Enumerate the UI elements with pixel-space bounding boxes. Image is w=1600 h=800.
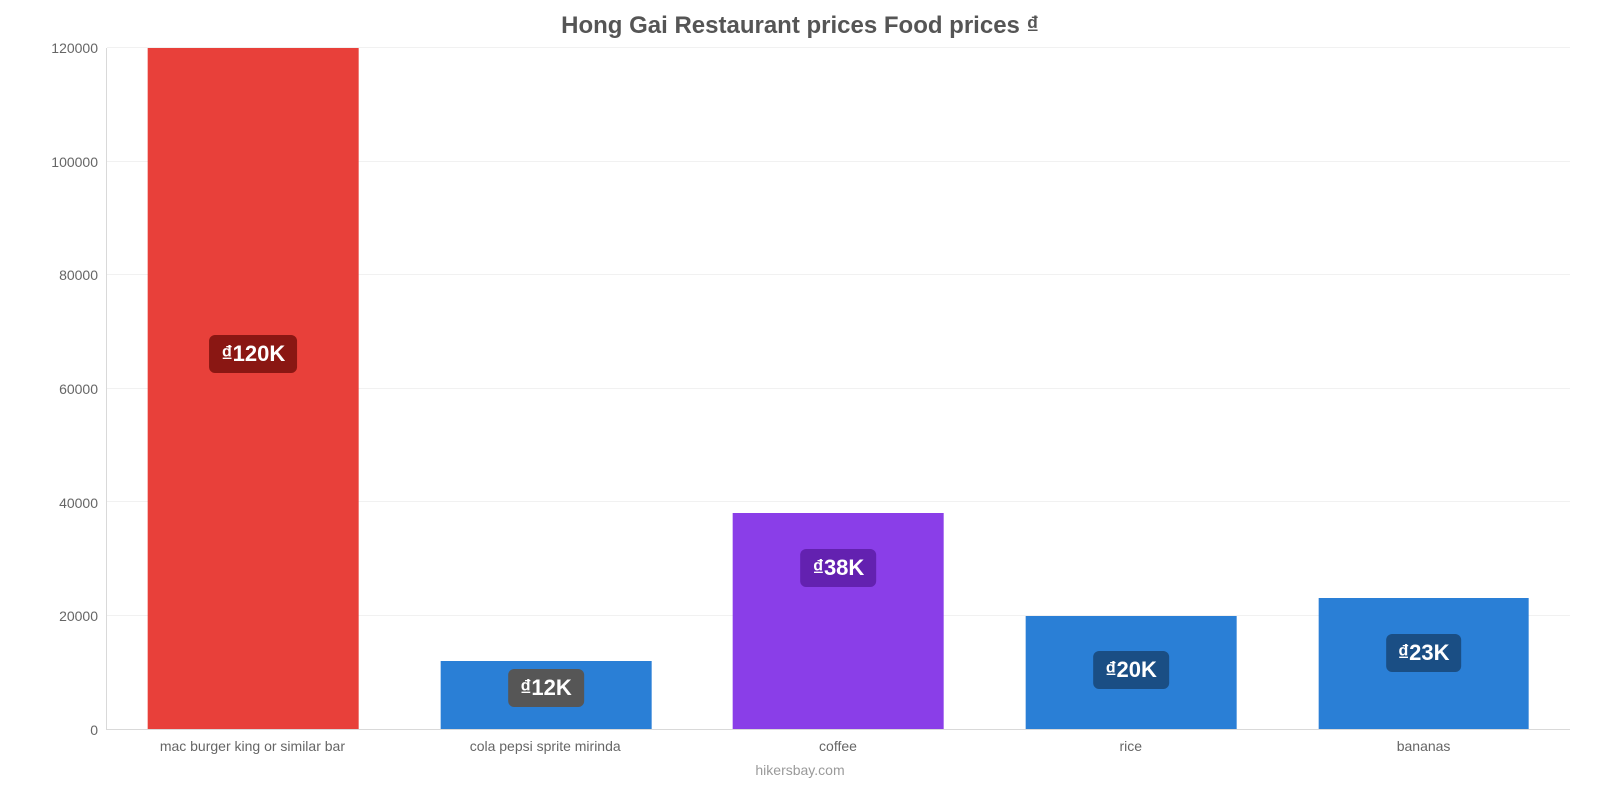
bar-slot: ₫23K [1277, 48, 1570, 729]
value-badge: ₫120K [209, 335, 297, 373]
x-axis-labels: mac burger king or similar bar cola peps… [106, 738, 1570, 754]
value-badge: ₫20K [1093, 651, 1169, 689]
bars-container: ₫120K ₫12K ₫38K ₫20K ₫23K [107, 48, 1570, 729]
chart-area: 0 20000 40000 60000 80000 100000 120000 … [50, 48, 1570, 730]
chart-title: Hong Gai Restaurant prices Food prices ₫ [0, 0, 1600, 40]
bar-slot: ₫38K [692, 48, 985, 729]
y-tick: 60000 [59, 381, 98, 397]
plot-area: ₫120K ₫12K ₫38K ₫20K ₫23K [106, 48, 1570, 730]
y-tick: 40000 [59, 495, 98, 511]
y-tick: 80000 [59, 267, 98, 283]
bar [148, 48, 359, 729]
bar-slot: ₫120K [107, 48, 400, 729]
x-label: mac burger king or similar bar [106, 738, 399, 754]
value-badge: ₫23K [1386, 634, 1462, 672]
x-label: cola pepsi sprite mirinda [399, 738, 692, 754]
y-axis: 0 20000 40000 60000 80000 100000 120000 [50, 48, 106, 730]
bar [733, 513, 944, 729]
y-tick: 0 [90, 722, 98, 738]
bar-slot: ₫20K [985, 48, 1278, 729]
value-badge: ₫12K [508, 669, 584, 707]
value-badge: ₫38K [801, 549, 877, 587]
x-label: coffee [692, 738, 985, 754]
y-tick: 100000 [51, 154, 98, 170]
attribution-text: hikersbay.com [0, 762, 1600, 778]
x-label: bananas [1277, 738, 1570, 754]
y-tick: 120000 [51, 40, 98, 56]
y-tick: 20000 [59, 608, 98, 624]
bar-slot: ₫12K [400, 48, 693, 729]
x-label: rice [984, 738, 1277, 754]
